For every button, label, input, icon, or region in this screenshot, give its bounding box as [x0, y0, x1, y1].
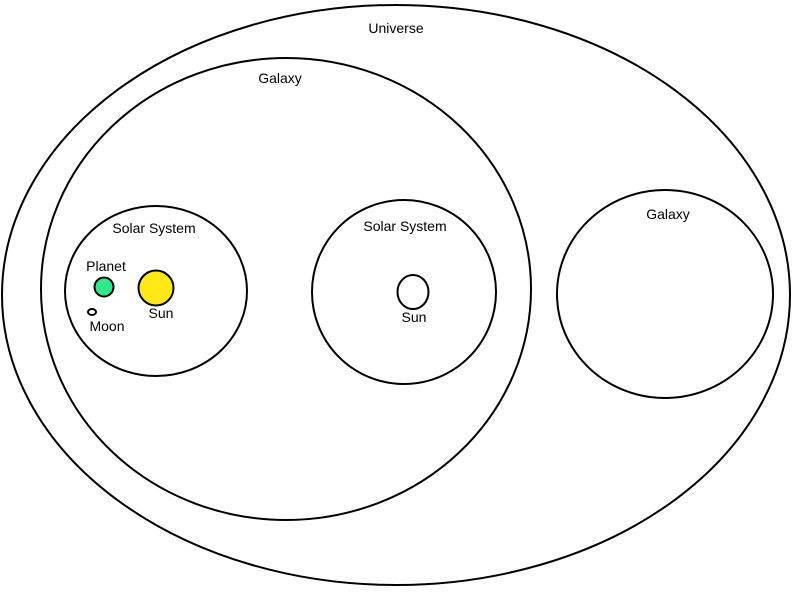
galaxy-main-label: Galaxy [258, 70, 302, 86]
moon-label: Moon [89, 318, 124, 334]
solar-system-middle-label: Solar System [363, 218, 446, 234]
universe-ellipse [1, 4, 791, 586]
planet-circle [93, 276, 115, 298]
sun-left-circle [137, 269, 175, 307]
sun-left-label: Sun [149, 305, 174, 321]
sun-middle-ellipse [396, 274, 430, 310]
galaxy-right-ellipse [556, 189, 774, 399]
solar-system-left-label: Solar System [112, 220, 195, 236]
galaxy-main-ellipse [40, 57, 532, 521]
moon-ellipse [87, 308, 97, 316]
solar-system-left-ellipse [64, 205, 248, 377]
universe-label: Universe [368, 20, 423, 36]
galaxy-right-label: Galaxy [646, 206, 690, 222]
sun-middle-label: Sun [402, 309, 427, 325]
solar-system-middle-ellipse [311, 199, 497, 385]
planet-label: Planet [86, 258, 126, 274]
